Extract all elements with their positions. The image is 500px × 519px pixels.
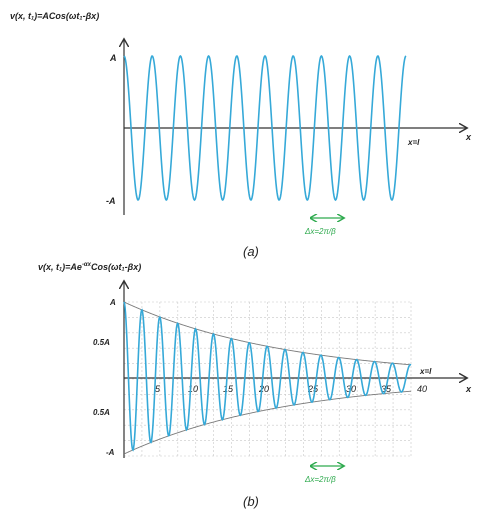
- panel-b-label-a: A: [109, 298, 116, 307]
- panel-b: v(x, t₁)=Ae-αxCos(ωt₁-βx) A 0.5A 0.5A -A…: [38, 262, 472, 509]
- panel-b-equation-suffix: Cos(ωt₁-βx): [91, 262, 141, 272]
- panel-b-wavelength-label: Δx=2π/β: [304, 475, 336, 484]
- panel-a-x-label: x: [465, 132, 472, 142]
- panel-b-equation-exponent: -αx: [82, 262, 92, 268]
- panel-b-equation-prefix: v(x, t₁)=Ae: [38, 262, 82, 272]
- panel-a-equation: v(x, t₁)=ACos(ωt₁-βx): [10, 11, 99, 21]
- panel-b-envelope-lower: [123, 390, 412, 455]
- panel-a-wave: [123, 54, 407, 202]
- x-tick-20: 20: [258, 384, 269, 394]
- panel-a-wavelength-label: Δx=2π/β: [304, 227, 336, 236]
- panel-b-label-half-a-top: 0.5A: [93, 338, 110, 347]
- x-tick-5: 5: [155, 384, 161, 394]
- x-tick-25: 25: [307, 384, 319, 394]
- panel-a-label-amplitude-bottom: -A: [106, 196, 116, 206]
- x-tick-10: 10: [188, 384, 198, 394]
- panel-a-label-amplitude-top: A: [109, 53, 117, 63]
- x-tick-40: 40: [417, 384, 427, 394]
- panel-b-grid: [124, 301, 412, 457]
- panel-a: v(x, t₁)=ACos(ωt₁-βx) A -A x x=l Δx=2π/β…: [10, 11, 472, 259]
- panel-a-end-marker-label: x=l: [407, 138, 420, 147]
- panel-b-label-half-a-bottom: 0.5A: [93, 408, 110, 417]
- panel-b-caption: (b): [243, 494, 259, 509]
- x-tick-15: 15: [223, 384, 234, 394]
- panel-b-end-marker-label: x=l: [419, 367, 432, 376]
- panel-b-equation: v(x, t₁)=Ae-αxCos(ωt₁-βx): [38, 262, 141, 272]
- panel-b-wave: [123, 301, 412, 452]
- panel-b-x-label: x: [465, 384, 472, 394]
- panel-a-caption: (a): [243, 244, 259, 259]
- panel-b-label-minus-a: -A: [106, 448, 115, 457]
